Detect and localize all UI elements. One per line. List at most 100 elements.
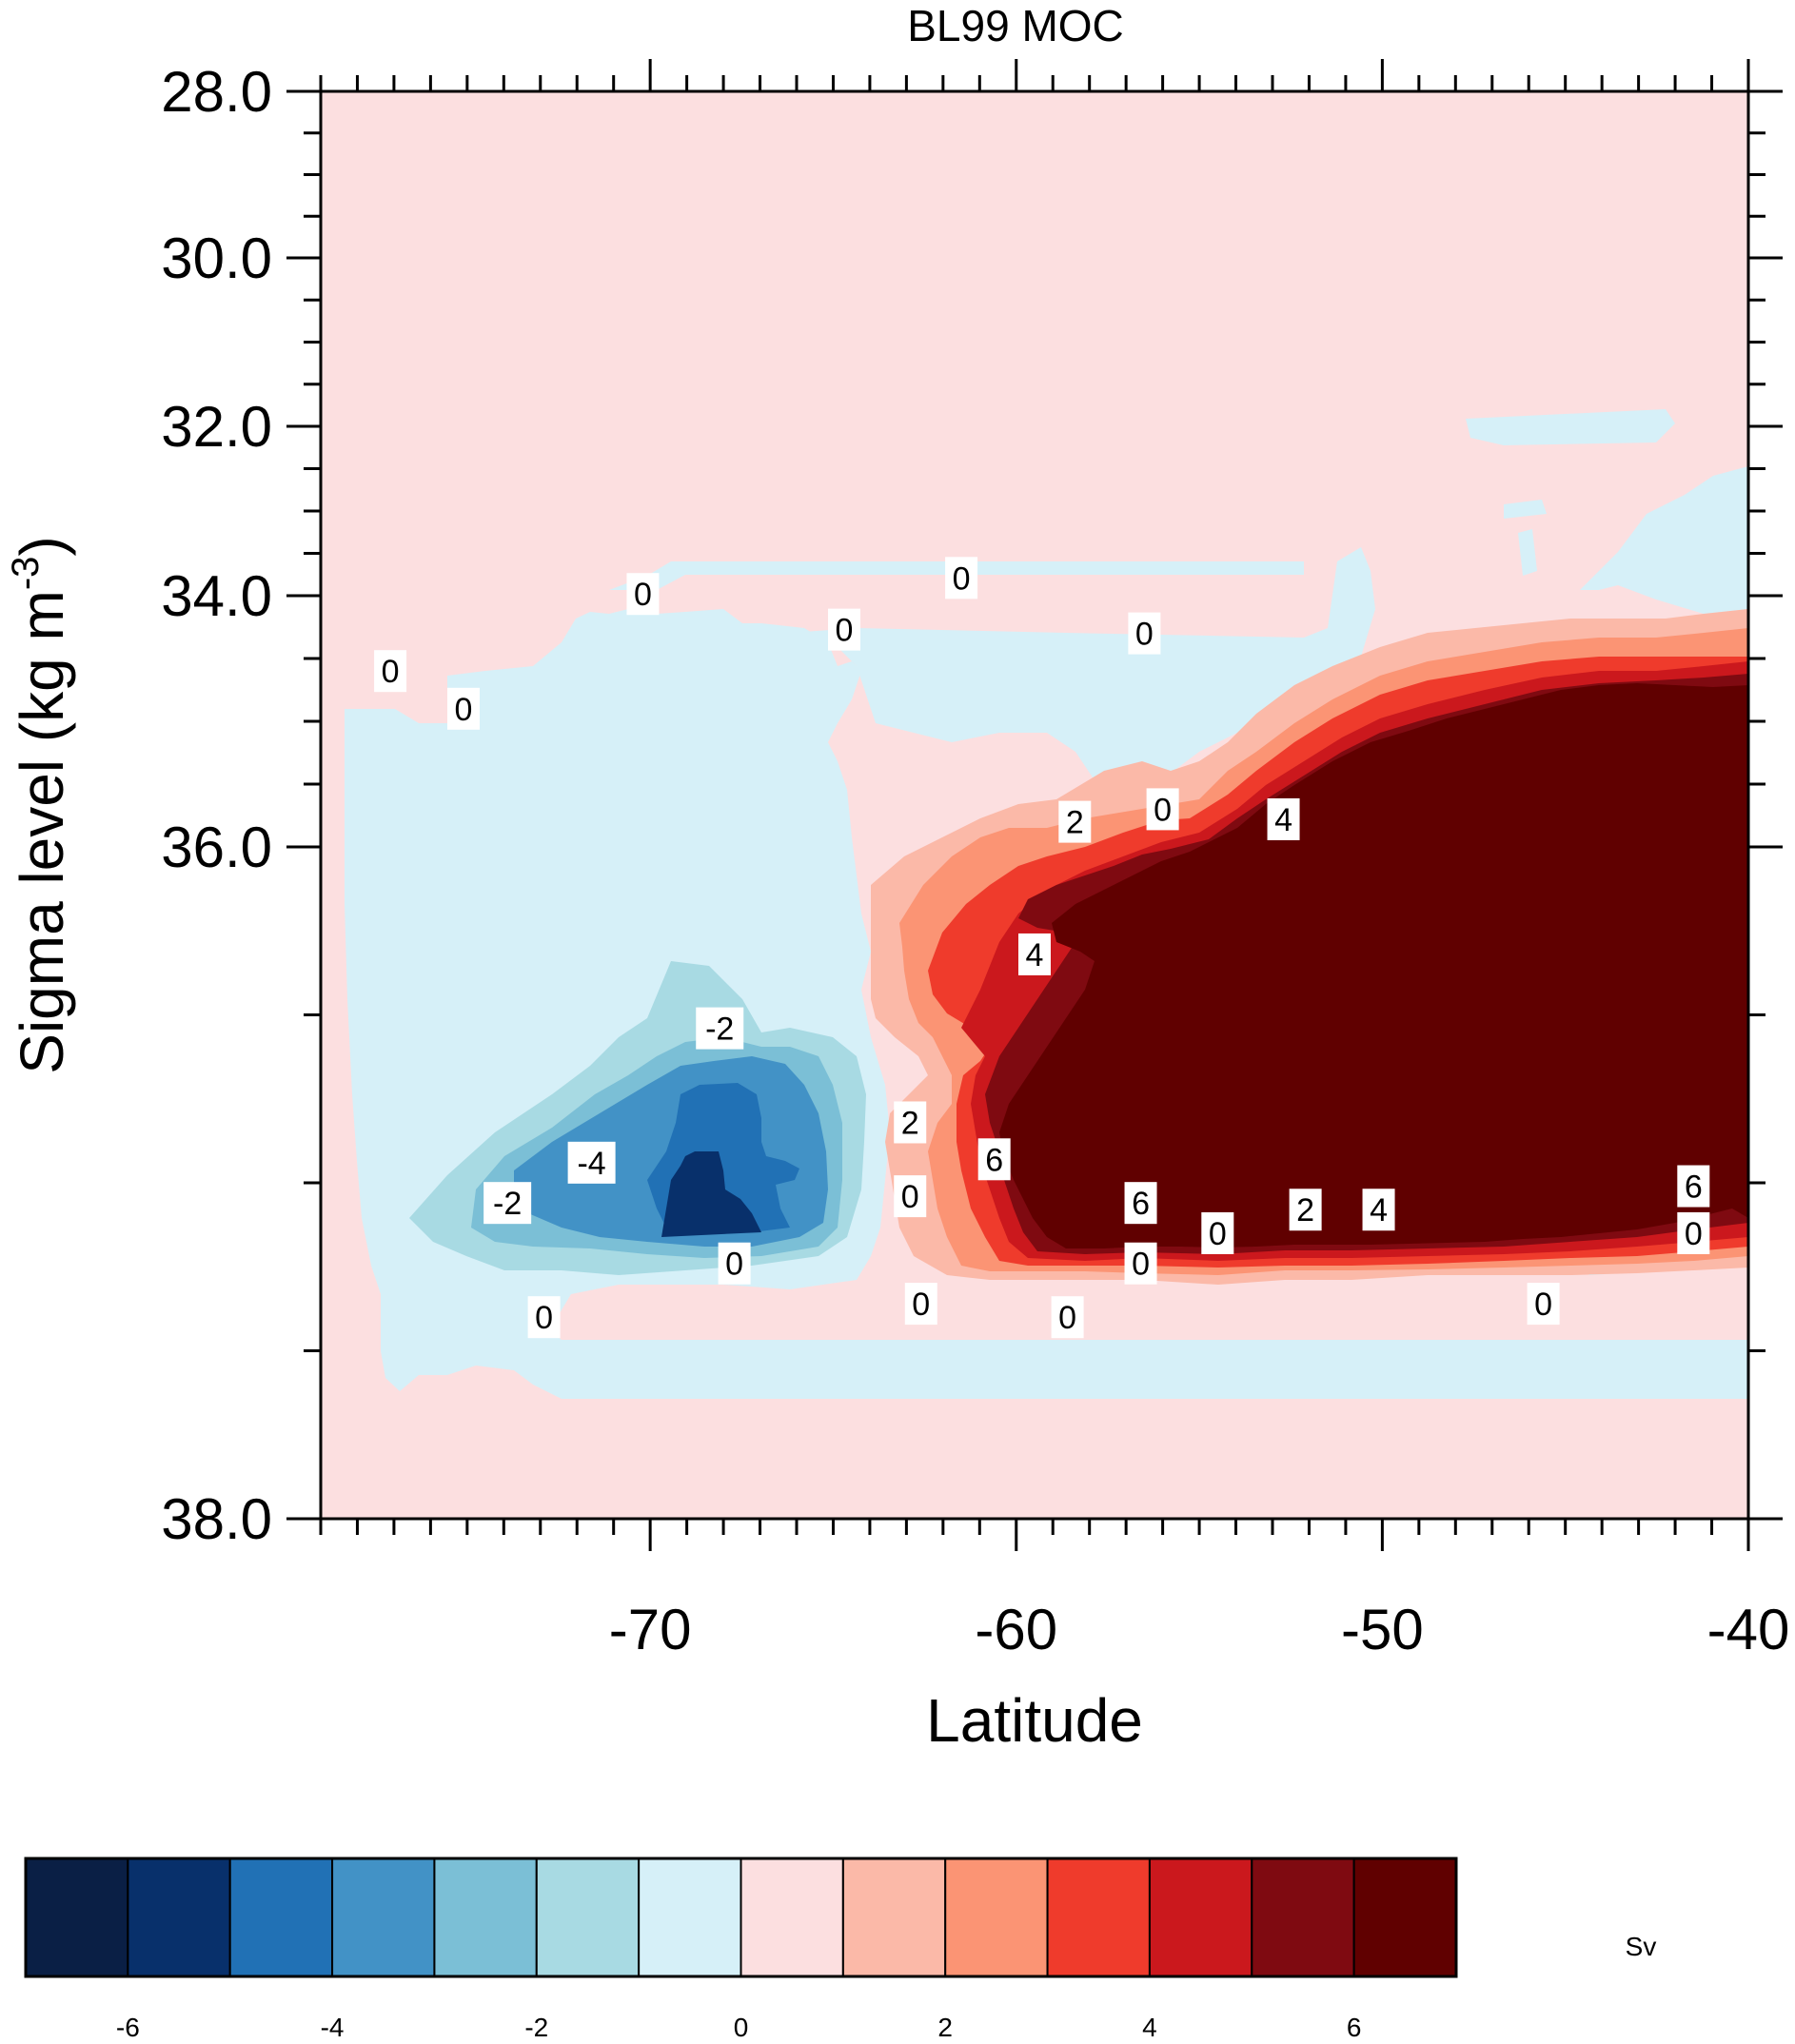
colorbar-tick-label: 6 [1347, 2013, 1362, 2039]
contour-label-text: 0 [382, 654, 400, 690]
contour-label-text: 4 [1026, 937, 1044, 973]
contour-label-text: 0 [953, 560, 971, 597]
contour-label: 0 [1124, 1242, 1157, 1285]
contour-label-text: 2 [1296, 1192, 1314, 1228]
colorbar-swatch [228, 1857, 334, 1977]
contour-band-6-7 [999, 683, 1748, 1248]
contour-band-0-to-minus1-middle-strip [685, 547, 1375, 799]
y-tick-label: 28.0 [161, 60, 272, 124]
contour-label-box [696, 1007, 744, 1050]
contour-label: -2 [483, 1182, 532, 1225]
colorbar-tick-label: -4 [321, 2013, 345, 2039]
contour-label: 2 [1289, 1189, 1322, 1231]
colorbar-swatch [1148, 1857, 1253, 1977]
contour-label-box [945, 557, 978, 599]
x-axis-label: Latitude [926, 1686, 1143, 1755]
x-tick-labels: -70 -60 -50 -40 [609, 1598, 1790, 1661]
contour-field [321, 91, 1748, 1519]
contour-label: 6 [1677, 1165, 1710, 1208]
colorbar-swatch [433, 1857, 538, 1977]
contour-label-text: 0 [1534, 1287, 1552, 1323]
contour-label: 0 [1527, 1283, 1560, 1326]
colorbar-tick-label: 2 [937, 2013, 953, 2039]
contour-label-box [1362, 1189, 1395, 1231]
contour-label: 0 [447, 687, 480, 730]
contour-label: 4 [1018, 933, 1051, 975]
contour-label-text: 0 [1132, 1247, 1150, 1283]
contour-label: 0 [1128, 612, 1161, 655]
contour-label: 4 [1362, 1189, 1395, 1231]
contour-label-text: 0 [1209, 1216, 1227, 1252]
contour-band-0-to-minus1-upper-right [1466, 409, 1748, 614]
contour-label: 0 [1146, 788, 1179, 831]
colorbar-labels: -6 -4 -2 0 2 4 6 [116, 2013, 1362, 2042]
contour-label-box [374, 650, 407, 693]
contour-label: 0 [527, 1296, 561, 1339]
colorbar-units: Sv [1626, 1932, 1657, 1961]
contour-label-box [894, 1101, 927, 1144]
contour-label-text: 0 [1135, 617, 1154, 653]
contour-labels: 0 0 0 0 0 0 0 2 4 4 -2 2 6 -4 -2 0 6 2 4 6 0 0 0 0 0 0 0 0 [374, 557, 1710, 1339]
colorbar-swatch [1046, 1857, 1151, 1977]
contour-label-box [904, 1283, 937, 1326]
y-tick-label: 30.0 [161, 226, 272, 290]
contour-label: 0 [1677, 1211, 1710, 1254]
contour-label-box [894, 1175, 927, 1218]
colorbar-tick-label: 4 [1142, 2013, 1157, 2039]
contour-label-box [1124, 1182, 1157, 1225]
contour-label-text: 2 [901, 1105, 919, 1141]
contour-label: 0 [1051, 1296, 1084, 1339]
contour-label: -2 [696, 1007, 744, 1050]
contour-label: 0 [626, 573, 660, 616]
colorbar-swatch [1352, 1857, 1457, 1977]
contour-label: 2 [894, 1101, 927, 1144]
contour-label-text: 0 [455, 692, 473, 728]
contour-label: 0 [718, 1242, 751, 1285]
contour-label: 6 [977, 1138, 1011, 1181]
plot-frame [319, 89, 1750, 1521]
contour-label-box [447, 687, 480, 730]
contour-label-text: 0 [725, 1247, 743, 1283]
contour-label-box [977, 1138, 1011, 1181]
contour-label: 0 [828, 608, 860, 651]
contour-label-box [1018, 933, 1051, 975]
contour-label-box [718, 1242, 751, 1285]
contour-label-text: 0 [1058, 1300, 1076, 1336]
contour-label: 0 [1201, 1211, 1234, 1254]
contour-label-box [1128, 612, 1161, 655]
y-tick-label: 34.0 [161, 564, 272, 628]
contour-label-text: -2 [705, 1012, 734, 1048]
colorbar-swatch [841, 1857, 947, 1977]
x-tick-label: -60 [975, 1598, 1057, 1661]
contour-label: 0 [374, 650, 407, 693]
contour-label-box [626, 573, 660, 616]
contour-label-box [1677, 1165, 1710, 1208]
contour-label-text: 0 [1685, 1216, 1703, 1252]
contour-label-box [1058, 800, 1092, 843]
contour-label-text: -4 [577, 1146, 605, 1182]
contour-label-box [1527, 1283, 1560, 1326]
contour-label-box [483, 1182, 532, 1225]
contour-label-box [828, 608, 860, 651]
contour-label-text: -2 [493, 1186, 522, 1222]
contour-label-text: 6 [1685, 1169, 1703, 1206]
contour-label-text: 6 [985, 1142, 1003, 1178]
contour-label-text: 0 [1154, 792, 1172, 828]
y-axis-label: Sigma level (kg m-3) [5, 536, 76, 1073]
contour-label-box [527, 1296, 561, 1339]
axis-ticks [286, 59, 1783, 1551]
contour-label: 6 [1124, 1182, 1157, 1225]
colorbar-swatch [331, 1857, 436, 1977]
contour-label-text: 6 [1132, 1186, 1150, 1222]
colorbar-tick-label: -2 [524, 2013, 548, 2039]
y-axis-label-main: Sigma level (kg m [8, 590, 76, 1074]
contour-label-box [1146, 788, 1179, 831]
chart-title: BL99 MOC [907, 1, 1124, 50]
colorbar-tick-label: -6 [116, 2013, 140, 2039]
contour-label-text: 0 [912, 1287, 930, 1323]
y-axis-label-exponent: -3 [5, 557, 47, 591]
contour-label-text: 4 [1370, 1192, 1388, 1228]
contour-label-box [1124, 1242, 1157, 1285]
